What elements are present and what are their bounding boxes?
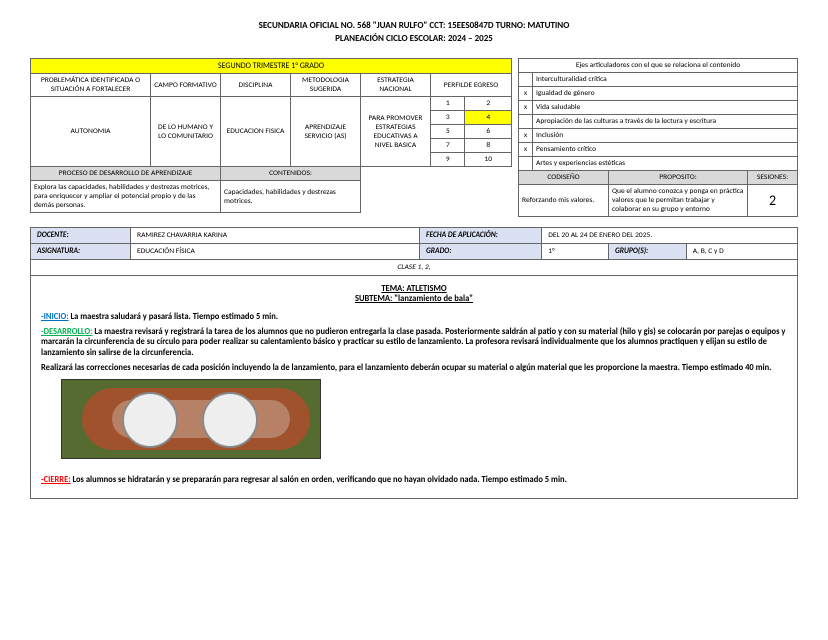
col-metodologia: METODOLOGIA SUGERIDA	[291, 74, 361, 97]
trimestre-header: SEGUNDO TRIMESTRE 1° GRADO	[31, 59, 512, 74]
sesiones-hdr: SESIONES:	[748, 171, 798, 185]
perfil-2: 2	[465, 97, 512, 111]
perfil-8: 8	[465, 139, 512, 153]
val-estrategia: PARA PROMOVER ESTRATEGIAS EDUCATIVAS A N…	[361, 97, 431, 167]
desarrollo-txt1: La maestra revisará y registrará la tare…	[41, 327, 785, 358]
clase-label: CLASE 1, 2,	[31, 260, 798, 276]
eje-label-2: Vida saludable	[533, 101, 798, 115]
inicio-para: -INICIO: La maestra saludará y pasará li…	[41, 312, 787, 323]
fecha-lbl: FECHA DE APLICACIÓN:	[420, 228, 542, 244]
contenidos-hdr: CONTENIDOS:	[221, 167, 361, 181]
grupos-val: A, B, C y D	[686, 244, 797, 260]
eje-mark-4: x	[519, 129, 533, 143]
grado-lbl: GRADO:	[420, 244, 542, 260]
eje-label-4: Inclusión	[533, 129, 798, 143]
eje-mark-1: x	[519, 87, 533, 101]
docente-val: RAMIREZ CHAVARRIA KARINA	[131, 228, 420, 244]
inicio-lbl: -INICIO:	[41, 312, 69, 322]
desarrollo-para2: Realizará las correcciones necesarias de…	[41, 363, 787, 374]
perfil-1: 1	[431, 97, 465, 111]
eje-label-0: Interculturalidad crítica	[533, 73, 798, 87]
lesson-content: TEMA: ATLETISMO SUBTEMA: "lanzamiento de…	[30, 275, 798, 499]
perfil-3: 3	[431, 111, 465, 125]
cierre-txt: Los alumnos se hidratarán y se preparará…	[71, 475, 567, 485]
proceso-hdr: PROCESO DE DESARROLLO DE APRENDIZAJE	[31, 167, 221, 181]
val-campo: DE LO HUMANO Y LO COMUNITARIO	[151, 97, 221, 167]
ejes-table: Ejes articuladores con el que se relacio…	[518, 58, 798, 171]
codiseno-hdr: CODISEÑO	[519, 171, 609, 185]
info-table: DOCENTE: RAMIREZ CHAVARRIA KARINA FECHA …	[30, 227, 798, 276]
eje-mark-0	[519, 73, 533, 87]
contenidos-val: Capacidades, habilidades y destrezas mot…	[221, 181, 361, 213]
eje-mark-5: x	[519, 143, 533, 157]
desarrollo-para1: -DESARROLLO: La maestra revisará y regis…	[41, 327, 787, 359]
sesiones-val: 2	[748, 185, 798, 217]
perfil-10: 10	[465, 153, 512, 167]
col-estrategia: ESTRATEGIA NACIONAL	[361, 74, 431, 97]
asig-val: EDUCACIÓN FÍSICA	[131, 244, 420, 260]
desarrollo-lbl: -DESARROLLO:	[41, 327, 92, 337]
col-problematica: PROBLEMÁTICA IDENTIFICADA O SITUACIÓN A …	[31, 74, 151, 97]
grupos-lbl: GRUPO(S):	[608, 244, 686, 260]
planning-table: SEGUNDO TRIMESTRE 1° GRADO PROBLEMÁTICA …	[30, 58, 512, 213]
tema-label: TEMA: ATLETISMO	[41, 284, 787, 294]
codiseno-val: Reforzando mis valores.	[519, 185, 609, 217]
eje-label-5: Pensamiento crítico	[533, 143, 798, 157]
proposito-hdr: PROPOSITO:	[609, 171, 748, 185]
perfil-6: 6	[465, 125, 512, 139]
eje-label-1: Igualdad de género	[533, 87, 798, 101]
codiseno-table: CODISEÑO PROPOSITO: SESIONES: Reforzando…	[518, 170, 798, 217]
cierre-para: -CIERRE: Los alumnos se hidratarán y se …	[41, 475, 787, 486]
grado-val: 1°	[542, 244, 609, 260]
perfil-9: 9	[431, 153, 465, 167]
asig-lbl: ASIGNATURA:	[31, 244, 131, 260]
docente-lbl: DOCENTE:	[31, 228, 131, 244]
proposito-val: Que el alumno conozca y ponga en práctic…	[609, 185, 748, 217]
header-line1: SECUNDARIA OFICIAL NO. 568 "JUAN RULFO" …	[30, 20, 798, 31]
val-disciplina: EDUCACION FISICA	[221, 97, 291, 167]
perfil-4: 4	[465, 111, 512, 125]
eje-mark-3	[519, 115, 533, 129]
eje-label-6: Artes y experiencias estéticas	[533, 157, 798, 171]
col-disciplina: DISCIPLINA	[221, 74, 291, 97]
perfil-7: 7	[431, 139, 465, 153]
track-diagram	[61, 379, 321, 459]
val-metodologia: APRENDIZAJE SERVICIO (AS)	[291, 97, 361, 167]
header-line2: PLANEACIÓN CICLO ESCOLAR: 2024 – 2025	[30, 33, 798, 44]
inicio-txt: La maestra saludará y pasará lista. Tiem…	[69, 312, 278, 322]
proceso-val: Explora las capacidades, habilidades y d…	[31, 181, 221, 213]
val-problematica: AUTONOMIA	[31, 97, 151, 167]
eje-mark-6	[519, 157, 533, 171]
subtema-label: SUBTEMA: "lanzamiento de bala"	[41, 294, 787, 304]
fecha-val: DEL 20 AL 24 DE ENERO DEL 2025.	[542, 228, 798, 244]
cierre-lbl: -CIERRE:	[41, 475, 71, 485]
perfil-5: 5	[431, 125, 465, 139]
eje-label-3: Apropiación de las culturas a través de …	[533, 115, 798, 129]
eje-mark-2: x	[519, 101, 533, 115]
col-perfil: PERFILDE EGRESO	[431, 74, 512, 97]
ejes-title: Ejes articuladores con el que se relacio…	[519, 59, 798, 73]
col-campo: CAMPO FORMATIVO	[151, 74, 221, 97]
